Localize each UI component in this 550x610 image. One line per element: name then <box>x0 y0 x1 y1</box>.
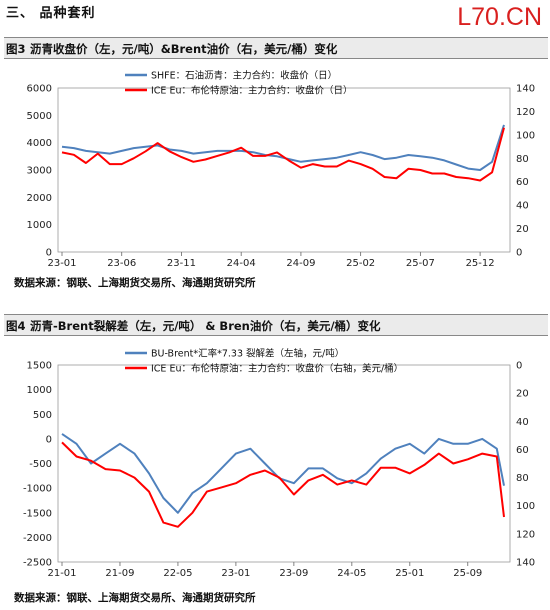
chart1-x-tick-label: 24-09 <box>286 258 315 269</box>
figure4-number: 图4 <box>6 319 26 333</box>
figure4-source: 数据来源：钢联、上海期货交易所、海通期货研究所 <box>14 592 256 604</box>
chart2-right-tick-label: 100 <box>516 501 535 512</box>
chart1-x-tick-label: 25-12 <box>466 258 495 269</box>
figure4-caption: 图4 沥青-Brent裂解差（左，元/吨） & Bren油价（右，美元/桶）变化 <box>4 314 548 336</box>
chart2-x-tick-label: 25-09 <box>453 568 482 579</box>
chart2-right-tick-label: 60 <box>516 445 529 456</box>
chart1-right-tick-label: 100 <box>516 130 535 141</box>
chart2-left-tick-label: -500 <box>29 459 52 470</box>
figure3-caption: 图3 沥青收盘价（左，元/吨）&Brent油价（右，美元/桶）变化 <box>4 37 548 59</box>
chart2-x-tick-label: 23-01 <box>221 568 250 579</box>
chart1-right-tick-label: 0 <box>516 248 522 259</box>
figure3-title: 沥青收盘价（左，元/吨）&Brent油价（右，美元/桶）变化 <box>30 42 338 56</box>
chart2-x-tick-label: 25-01 <box>395 568 424 579</box>
chart2-left-tick-label: 0 <box>46 434 52 445</box>
chart1-legend-label: SHFE：石油沥青：主力合约：收盘价（日） <box>151 70 337 82</box>
chart1-x-tick-label: 25-07 <box>406 258 435 269</box>
chart2-left-tick-label: -2000 <box>23 533 52 544</box>
chart1-right-tick-label: 120 <box>516 107 535 118</box>
chart2-legend-label: ICE Eu：布伦特原油：主力合约：收盘价（右轴，美元/桶） <box>151 363 403 375</box>
chart2-left-tick-label: 1500 <box>27 361 52 372</box>
chart1-plot-frame <box>57 87 511 253</box>
chart2-right-tick-label: 40 <box>516 417 529 428</box>
chart2-left-tick-label: -1500 <box>23 508 52 519</box>
chart2-x-tick-label: 23-09 <box>279 568 308 579</box>
chart1-right-tick-label: 40 <box>516 201 529 212</box>
chart1-left-tick-label: 1000 <box>27 220 52 231</box>
section-title: 三、 品种套利 <box>6 6 96 21</box>
chart2-x-tick-label: 21-09 <box>105 568 134 579</box>
chart1-series-brent-line <box>61 127 505 182</box>
chart1-left-tick-label: 0 <box>46 248 52 259</box>
chart1-right-tick-label: 60 <box>516 177 529 188</box>
chart2-plot-frame <box>57 364 511 563</box>
chart2-left-tick-label: -1000 <box>23 484 52 495</box>
figure4-title: 沥青-Brent裂解差（左，元/吨） & Bren油价（右，美元/桶）变化 <box>30 319 381 333</box>
chart2-series-primary-line <box>61 433 505 514</box>
chart1-left-tick-label: 3000 <box>27 166 52 177</box>
chart2-x-tick-label: 24-05 <box>337 568 366 579</box>
chart2-right-tick-label: 140 <box>516 558 535 569</box>
chart1-right-tick-label: 140 <box>516 84 535 95</box>
chart2-right-tick-label: 20 <box>516 389 529 400</box>
chart1-x-tick-label: 25-02 <box>346 258 375 269</box>
chart1-left-tick-label: 5000 <box>27 111 52 122</box>
logo-watermark: L70.CN <box>457 3 542 31</box>
chart1-x-tick-label: 23-01 <box>47 258 76 269</box>
chart1-x-tick-label: 23-11 <box>167 258 196 269</box>
chart2-legend-label: BU-Brent*汇率*7.33 裂解差（左轴，元/吨） <box>151 348 344 360</box>
chart2-series-brent-line <box>61 441 505 528</box>
chart2-left-tick-label: 500 <box>33 410 52 421</box>
chart1-left-tick-label: 2000 <box>27 193 52 204</box>
chart1-left-tick-label: 4000 <box>27 138 52 149</box>
chart1-left-tick-label: 6000 <box>27 84 52 95</box>
chart2-x-tick-label: 22-05 <box>163 568 192 579</box>
chart2-right-tick-label: 0 <box>516 361 522 372</box>
chart2-x-tick-label: 21-01 <box>47 568 76 579</box>
chart2-right-tick-label: 80 <box>516 473 529 484</box>
chart2-left-tick-label: 1000 <box>27 385 52 396</box>
chart1-right-tick-label: 80 <box>516 154 529 165</box>
chart1-legend-label: ICE Eu：布伦特原油：主力合约：收盘价（日） <box>151 85 352 97</box>
chart2-left-tick-label: -2500 <box>23 558 52 569</box>
chart2-right-tick-label: 120 <box>516 529 535 540</box>
figure3-source: 数据来源：钢联、上海期货交易所、海通期货研究所 <box>14 277 256 289</box>
chart1-x-tick-label: 23-06 <box>107 258 136 269</box>
chart1-x-tick-label: 24-04 <box>227 258 256 269</box>
figure3-number: 图3 <box>6 42 26 56</box>
chart1-right-tick-label: 20 <box>516 224 529 235</box>
